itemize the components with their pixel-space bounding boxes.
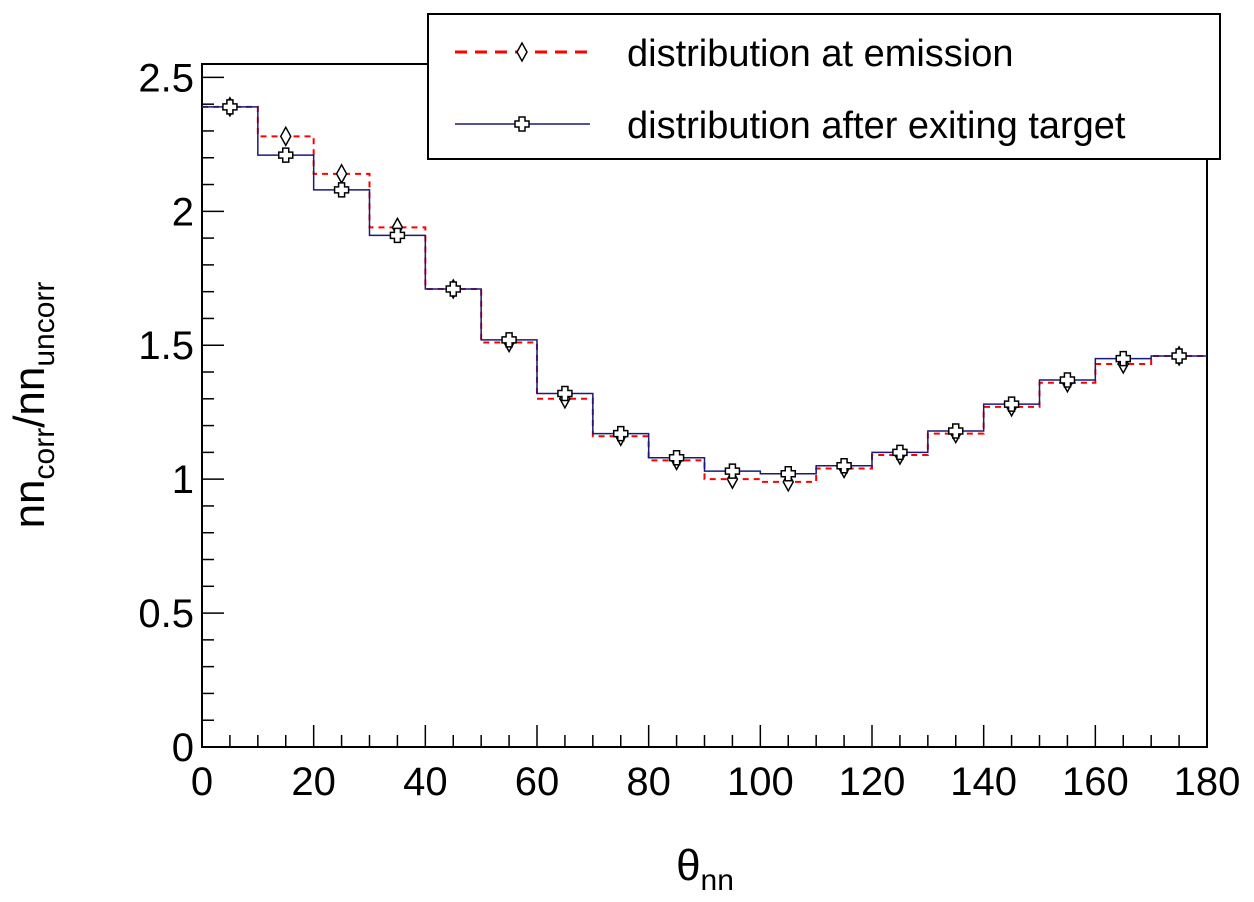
y-tick-label: 0.5 (138, 592, 194, 636)
data-point-1 (613, 425, 629, 442)
y-tick-label: 0 (172, 726, 194, 770)
axis-ticks (201, 76, 1208, 748)
y-axis-title-s1: corr (28, 428, 61, 480)
data-point-1 (557, 385, 573, 402)
y-tick-label: 2.5 (138, 56, 194, 100)
data-point-1 (1003, 396, 1020, 412)
x-tick-label: 120 (839, 760, 906, 804)
legend-box (427, 13, 1221, 160)
plot-frame (201, 63, 1208, 748)
x-axis-title-sub: nn (701, 864, 734, 897)
y-tick-label: 1 (172, 458, 194, 502)
x-tick-label: 20 (291, 760, 336, 804)
x-tick-label: 140 (950, 760, 1017, 804)
data-point-1 (333, 182, 350, 198)
y-axis-title-p1: nn (5, 479, 54, 528)
data-point-1 (948, 423, 964, 439)
data-point-1 (445, 281, 461, 297)
data-point-1 (836, 458, 852, 474)
data-point-1 (389, 227, 406, 244)
y-tick-labels: 0 0.5 1 1.5 2 2.5 (138, 56, 194, 770)
y-tick-label: 2 (172, 190, 194, 234)
legend: distribution at emission distribution af… (427, 13, 1221, 160)
legend-marker-after-target (514, 116, 530, 132)
data-point-1 (1115, 350, 1131, 367)
legend-label-after-target: distribution after exiting target (627, 105, 1126, 147)
data-point-1 (1059, 372, 1076, 388)
x-tick-label: 180 (1174, 760, 1241, 804)
series-step-line-0 (202, 105, 1207, 483)
x-tick-label: 100 (727, 760, 794, 804)
data-point-1 (501, 332, 517, 348)
data-point-1 (892, 444, 908, 461)
x-tick-label: 80 (626, 760, 671, 804)
data-point-1 (780, 466, 796, 482)
data-point-0 (279, 125, 292, 147)
y-axis-title: nncorr/nnuncorr (5, 282, 61, 529)
x-tick-label: 0 (191, 760, 213, 804)
x-tick-label: 60 (515, 760, 560, 804)
y-axis-title-s2: uncorr (28, 282, 61, 367)
data-point-1 (724, 463, 741, 479)
data-point-1 (668, 449, 685, 466)
series-layer (202, 96, 1207, 493)
legend-marker-emission (516, 41, 528, 63)
data-point-1 (222, 99, 238, 115)
series-step-line-1 (202, 106, 1207, 475)
legend-label-emission: distribution at emission (627, 33, 1014, 75)
data-point-1 (278, 147, 294, 163)
y-tick-label: 1.5 (138, 324, 194, 368)
y-axis-title-p2: /nn (5, 367, 54, 428)
x-tick-label: 160 (1062, 760, 1129, 804)
data-point-0 (335, 163, 348, 185)
x-axis-title: θnn (676, 841, 734, 897)
x-axis-title-main: θ (676, 841, 700, 890)
data-point-1 (1171, 348, 1187, 364)
x-tick-labels: 0 20 40 60 80 100 120 140 160 180 (191, 760, 1241, 804)
x-tick-label: 40 (403, 760, 448, 804)
